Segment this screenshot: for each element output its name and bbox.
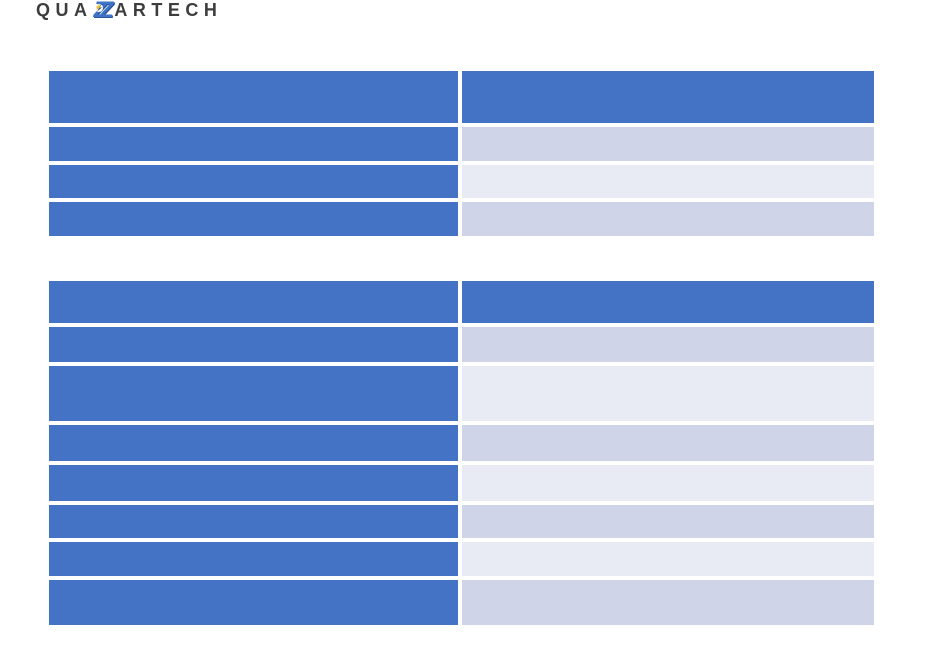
table-cell[interactable] [49,505,458,538]
table-cell[interactable] [462,366,874,421]
bottom-table [49,281,874,625]
company-logo: QUA ZZ ⚡ ARTECH [36,0,222,23]
logo-text-suffix: ARTECH [114,0,223,20]
table-cell[interactable] [462,580,874,625]
top-table [49,71,874,236]
table-cell[interactable] [462,425,874,461]
table-cell[interactable] [462,127,874,161]
logo-text-prefix: QUA [36,0,93,20]
table-cell[interactable] [49,465,458,501]
table-cell[interactable] [462,165,874,198]
table-cell[interactable] [49,165,458,198]
table-cell[interactable] [462,465,874,501]
table-cell[interactable] [49,366,458,421]
table-cell[interactable] [462,542,874,576]
table-cell[interactable] [49,580,458,625]
table-cell[interactable] [49,327,458,362]
table-cell[interactable] [462,505,874,538]
lightning-bolt-icon: ⚡ [94,4,103,12]
logo-zz-mark: ZZ ⚡ [94,0,114,21]
header-cell[interactable] [462,281,874,323]
header-cell[interactable] [462,71,874,123]
table-cell[interactable] [49,542,458,576]
header-cell[interactable] [49,71,458,123]
table-cell[interactable] [49,425,458,461]
header-cell[interactable] [49,281,458,323]
table-cell[interactable] [49,202,458,236]
table-cell[interactable] [49,127,458,161]
table-cell[interactable] [462,202,874,236]
table-cell[interactable] [462,327,874,362]
